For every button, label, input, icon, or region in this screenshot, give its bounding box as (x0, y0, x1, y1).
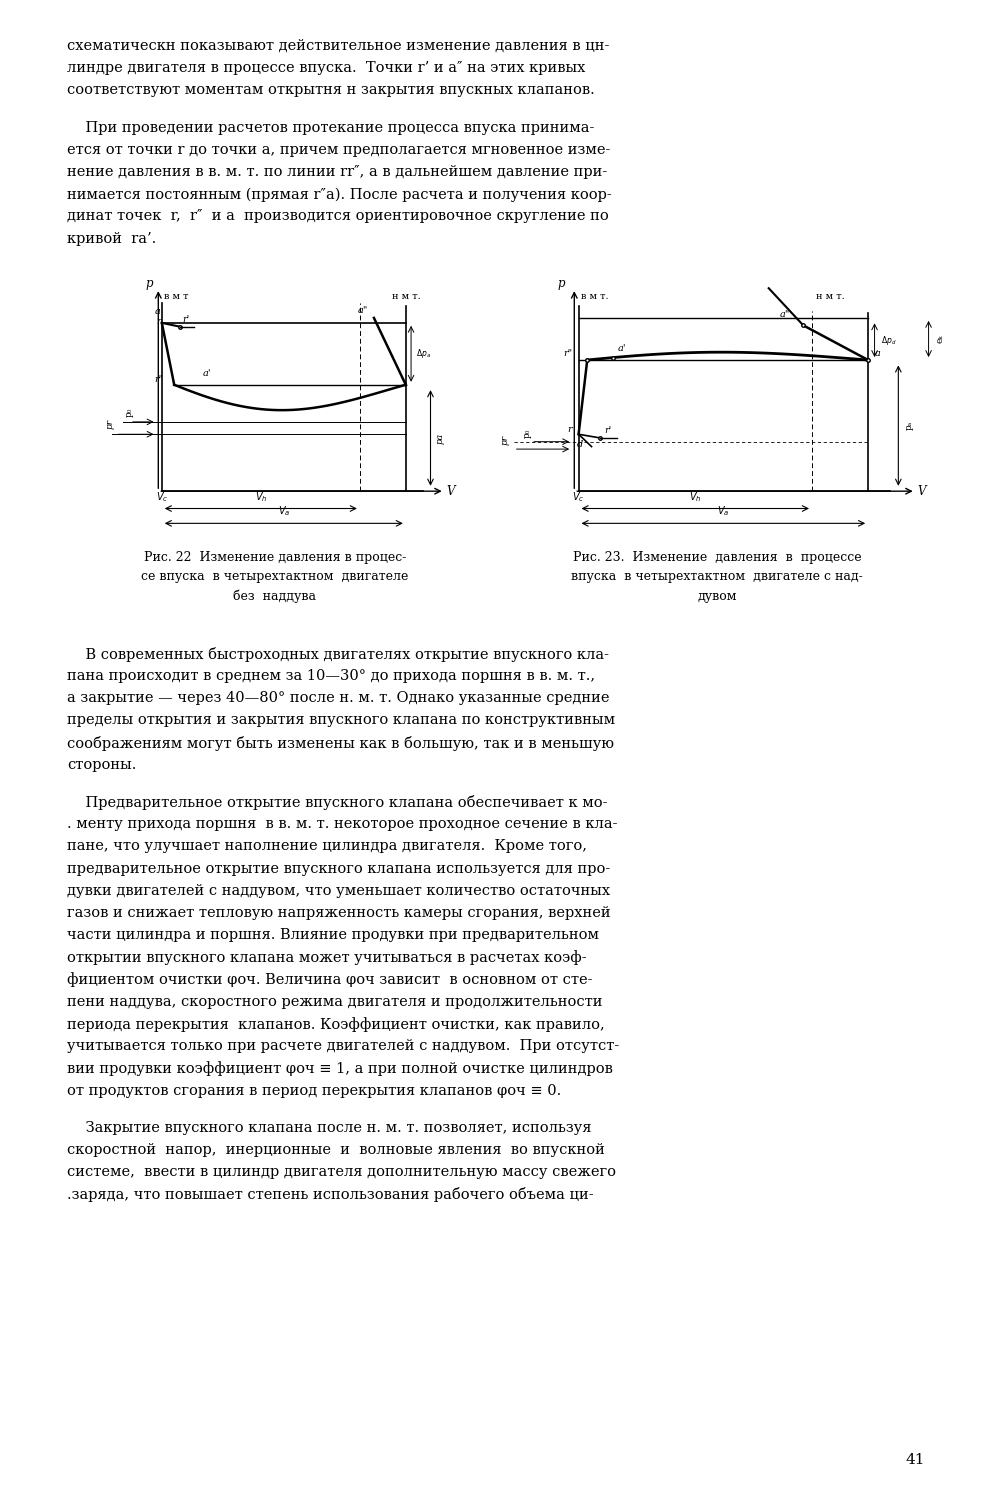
Text: a: a (875, 350, 881, 358)
Text: в м т: в м т (164, 292, 189, 302)
Text: $\Delta p_d$: $\Delta p_d$ (881, 333, 897, 346)
Text: $V_a$: $V_a$ (278, 504, 290, 519)
Text: pa: pa (436, 432, 445, 444)
Text: pₐ: pₐ (904, 422, 914, 430)
Text: a": a" (358, 306, 368, 315)
Text: се впуска  в четырехтактном  двигателе: се впуска в четырехтактном двигателе (141, 570, 409, 584)
Text: $V_h$: $V_h$ (254, 490, 267, 504)
Text: $\Delta p_a$: $\Delta p_a$ (416, 348, 431, 360)
Text: кривой  ra’.: кривой ra’. (67, 231, 156, 246)
Text: $V_c$: $V_c$ (573, 490, 584, 504)
Text: . менту прихода поршня  в в. м. т. некоторое проходное сечение в кла-: . менту прихода поршня в в. м. т. некото… (67, 818, 618, 831)
Text: $V_a$: $V_a$ (717, 504, 730, 519)
Text: пане, что улучшает наполнение цилиндра двигателя.  Кроме того,: пане, что улучшает наполнение цилиндра д… (67, 840, 587, 854)
Text: V: V (447, 484, 455, 498)
Text: открытии впускного клапана может учитываться в расчетах коэф-: открытии впускного клапана может учитыва… (67, 951, 586, 966)
Text: Предварительное открытие впускного клапана обеспечивает к мо-: Предварительное открытие впускного клапа… (67, 795, 607, 810)
Text: соображениям могут быть изменены как в большую, так и в меньшую: соображениям могут быть изменены как в б… (67, 735, 614, 750)
Text: r: r (156, 316, 161, 326)
Text: без  наддува: без наддува (234, 590, 316, 603)
Text: газов и снижает тепловую напряженность камеры сгорания, верхней: газов и снижает тепловую напряженность к… (67, 906, 611, 920)
Text: $V_c$: $V_c$ (156, 490, 168, 504)
Text: r": r" (563, 350, 573, 358)
Text: eₖ: eₖ (935, 334, 944, 344)
Text: .заряда, что повышает степень использования рабочего объема ци-: .заряда, что повышает степень использова… (67, 1188, 593, 1203)
Text: Закрытие впускного клапана после н. м. т. позволяет, используя: Закрытие впускного клапана после н. м. т… (67, 1120, 591, 1136)
Text: схематическн показывают действительное изменение давления в цн-: схематическн показывают действительное и… (67, 39, 609, 53)
Text: V: V (918, 484, 926, 498)
Text: динат точек  r,  r″  и a  производится ориентировочное скругление по: динат точек r, r″ и a производится ориен… (67, 210, 609, 224)
Text: r: r (568, 424, 573, 433)
Text: а закрытие — через 40—80° после н. м. т. Однако указанные средние: а закрытие — через 40—80° после н. м. т.… (67, 692, 609, 705)
Text: пана происходит в среднем за 10—30° до прихода поршня в в. м. т.,: пана происходит в среднем за 10—30° до п… (67, 669, 595, 682)
Text: предварительное открытие впускного клапана используется для про-: предварительное открытие впускного клапа… (67, 861, 610, 876)
Text: a': a' (618, 345, 626, 354)
Text: пределы открытия и закрытия впускного клапана по конструктивным: пределы открытия и закрытия впускного кл… (67, 714, 615, 728)
Text: d: d (576, 440, 582, 448)
Text: r": r" (155, 375, 164, 384)
Text: дувки двигателей с наддувом, что уменьшает количество остаточных: дувки двигателей с наддувом, что уменьша… (67, 884, 610, 898)
Text: p: p (558, 278, 565, 290)
Text: Рис. 22  Изменение давления в процес-: Рис. 22 Изменение давления в процес- (143, 550, 407, 564)
Text: н м т.: н м т. (816, 292, 845, 302)
Text: периода перекрытия  клапанов. Коэффициент очистки, как правило,: периода перекрытия клапанов. Коэффициент… (67, 1017, 605, 1032)
Text: вии продувки коэффициент φоч ≡ 1, а при полной очистке цилиндров: вии продувки коэффициент φоч ≡ 1, а при … (67, 1062, 613, 1077)
Text: дувом: дувом (697, 590, 736, 603)
Text: от продуктов сгорания в период перекрытия клапанов φоч ≡ 0.: от продуктов сгорания в период перекрыти… (67, 1083, 561, 1098)
Text: r': r' (183, 315, 190, 324)
Text: системе,  ввести в цилиндр двигателя дополнительную массу свежего: системе, ввести в цилиндр двигателя допо… (67, 1166, 616, 1179)
Text: нение давления в в. м. т. по линии rr″, а в дальнейшем давление при-: нение давления в в. м. т. по линии rr″, … (67, 165, 607, 178)
Text: a": a" (780, 309, 790, 318)
Text: нимается постоянным (прямая r″a). После расчета и получения коор-: нимается постоянным (прямая r″a). После … (67, 188, 612, 201)
Text: Рис. 23.  Изменение  давления  в  процессе: Рис. 23. Изменение давления в процессе (573, 550, 861, 564)
Text: pr: pr (105, 420, 114, 429)
Text: фициентом очистки φоч. Величина φоч зависит  в основном от сте-: фициентом очистки φоч. Величина φоч зави… (67, 972, 592, 987)
Text: 41: 41 (905, 1454, 925, 1467)
Text: в м т.: в м т. (580, 292, 609, 302)
Text: части цилиндра и поршня. Влияние продувки при предварительном: части цилиндра и поршня. Влияние продувк… (67, 928, 599, 942)
Text: соответствуют моментам открытня н закрытия впускных клапанов.: соответствуют моментам открытня н закрыт… (67, 84, 594, 98)
Text: скоростной  напор,  инерционные  и  волновые явления  во впускной: скоростной напор, инерционные и волновые… (67, 1143, 605, 1156)
Text: r': r' (605, 426, 612, 435)
Text: a': a' (202, 369, 211, 378)
Text: впуска  в четырехтактном  двигателе с над-: впуска в четырехтактном двигателе с над- (571, 570, 863, 584)
Text: $V_h$: $V_h$ (689, 490, 701, 504)
Text: ется от точки r до точки a, причем предполагается мгновенное изме-: ется от точки r до точки a, причем предп… (67, 142, 610, 158)
Text: В современных быстроходных двигателях открытие впускного кла-: В современных быстроходных двигателях от… (67, 646, 609, 662)
Text: пени наддува, скоростного режима двигателя и продолжительности: пени наддува, скоростного режима двигате… (67, 994, 602, 1010)
Text: н м т.: н м т. (392, 292, 420, 302)
Text: a: a (154, 308, 160, 316)
Text: При проведении расчетов протекание процесса впуска принима-: При проведении расчетов протекание проце… (67, 120, 594, 135)
Text: p: p (145, 278, 153, 290)
Text: учитывается только при расчете двигателей с наддувом.  При отсутст-: учитывается только при расчете двигателе… (67, 1040, 619, 1053)
Text: p₀: p₀ (522, 429, 531, 438)
Text: стороны.: стороны. (67, 758, 136, 772)
Text: линдре двигателя в процессе впуска.  Точки r’ и a″ на этих кривых: линдре двигателя в процессе впуска. Точк… (67, 62, 585, 75)
Text: pr: pr (501, 435, 510, 445)
Text: p₀: p₀ (125, 408, 134, 417)
